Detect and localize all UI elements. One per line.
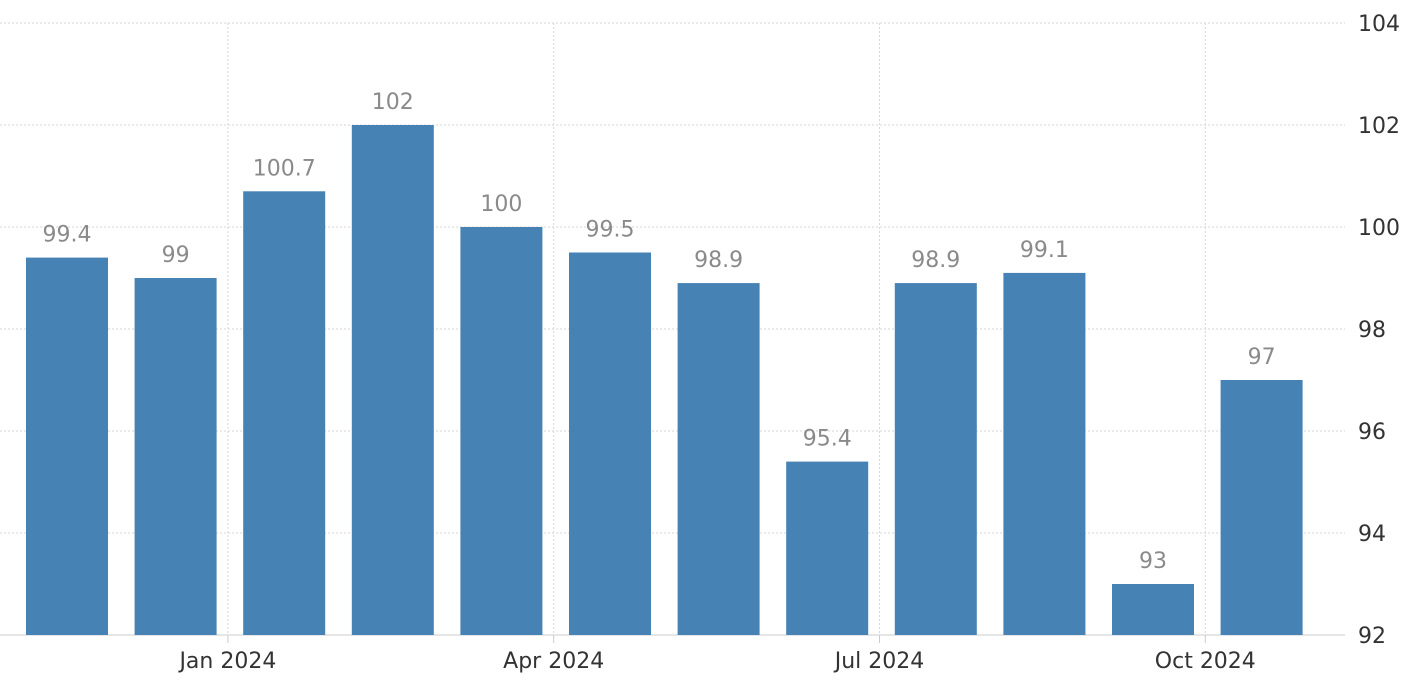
data-label: 97 [1248,345,1276,370]
data-label: 98.9 [911,248,960,273]
bar [677,283,760,635]
bar [243,191,326,636]
y-tick-label: 98 [1358,318,1386,343]
data-label: 99 [162,243,190,268]
bar [460,227,543,635]
bar [1220,380,1303,635]
bar [786,461,869,635]
y-tick-label: 96 [1358,420,1386,445]
x-tick-label: Apr 2024 [503,649,604,674]
y-tick-label: 102 [1358,114,1400,139]
bar [134,278,217,635]
data-label: 100.7 [253,156,316,181]
bar [894,283,977,635]
data-labels: 99.4 99 100.7 102 100 99.5 98.9 95.4 98.9 99.1 93 9… [43,90,1276,574]
y-tick-label: 92 [1358,624,1386,649]
data-label: 99.1 [1020,238,1069,263]
x-axis: Jan 2024 Apr 2024 Jul 2024 Oct 2024 [177,635,1256,674]
y-tick-label: 100 [1358,216,1400,241]
data-label: 98.9 [694,248,743,273]
bar [1112,584,1194,635]
y-axis: 92 94 96 98 100 102 104 [1358,12,1400,649]
y-tick-label: 104 [1358,12,1400,37]
data-label: 99.4 [43,223,92,248]
data-label: 95.4 [803,427,852,452]
data-label: 102 [372,90,414,115]
data-label: 99.5 [586,218,635,243]
bar [1003,272,1086,635]
x-tick-label: Oct 2024 [1155,649,1256,674]
data-label: 100 [480,192,522,217]
x-tick-label: Jan 2024 [177,649,276,674]
data-label: 93 [1139,549,1167,574]
y-tick-label: 94 [1358,522,1386,547]
bar [569,252,651,635]
bar [351,125,434,635]
gridlines [0,22,1345,636]
x-tick-label: Jul 2024 [833,649,925,674]
bar [26,257,108,635]
bars [26,125,1303,636]
